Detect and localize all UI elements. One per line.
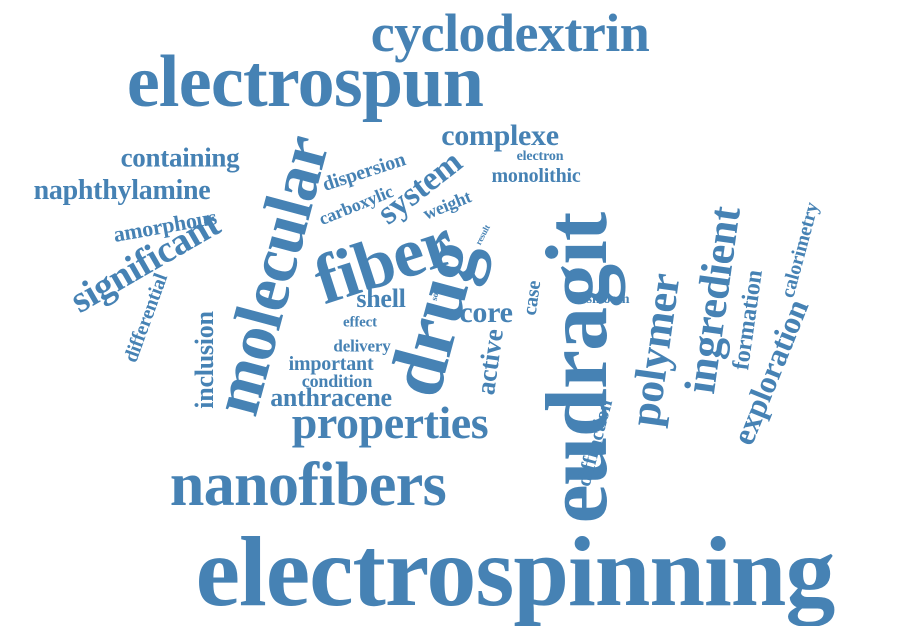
- word-polymer: polymer: [619, 270, 690, 430]
- word-electrospinning: electrospinning: [195, 516, 836, 626]
- word-important: important: [288, 353, 374, 375]
- word-monolithic: monolithic: [491, 165, 581, 187]
- word-active: active: [470, 327, 509, 397]
- word-naphthylamine: naphthylamine: [33, 175, 211, 206]
- word-cyclodextrin: cyclodextrin: [370, 3, 650, 63]
- word-core: core: [459, 296, 513, 329]
- word-properties: properties: [291, 397, 489, 448]
- word-calorimetry: calorimetry: [776, 199, 824, 301]
- word-electron: electron: [516, 149, 564, 164]
- word-result: result: [473, 223, 492, 247]
- word-smooth: smooth: [586, 292, 630, 307]
- word-shell: shell: [356, 284, 406, 313]
- word-inclusion: inclusion: [190, 311, 219, 409]
- word-containing: containing: [120, 142, 240, 173]
- word-effect: effect: [342, 314, 378, 331]
- word-delivery: delivery: [333, 336, 391, 356]
- word-case: case: [518, 279, 546, 317]
- word-electrospun: electrospun: [126, 41, 484, 123]
- word-anthracene: anthracene: [270, 383, 392, 412]
- word-condition: condition: [301, 371, 373, 391]
- word-complexe: complexe: [441, 119, 559, 152]
- word-nanofibers: nanofibers: [169, 451, 447, 519]
